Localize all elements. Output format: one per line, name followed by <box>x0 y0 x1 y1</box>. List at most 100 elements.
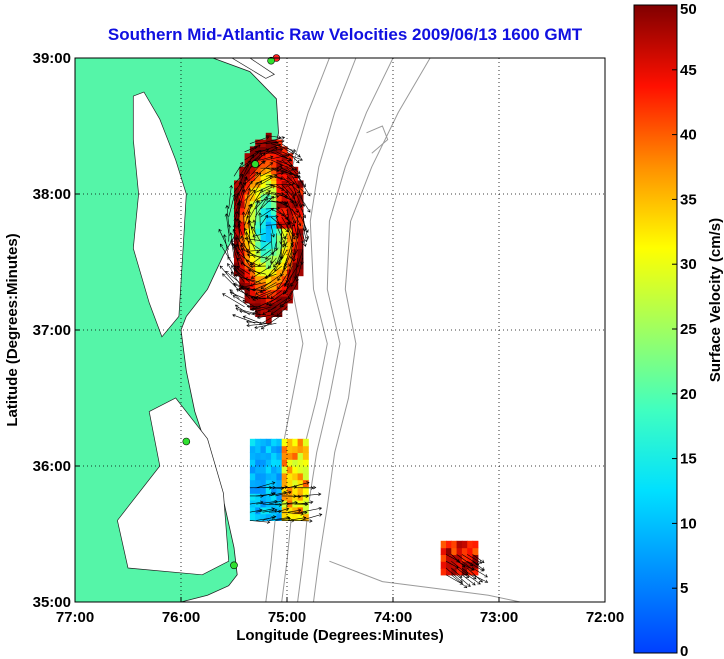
velocity-arrow <box>292 208 302 227</box>
velocity-arrow <box>451 567 463 578</box>
velocity-cell <box>255 146 262 154</box>
velocity-cell <box>249 153 256 161</box>
velocity-cell <box>239 248 246 256</box>
velocity-cell <box>292 262 299 270</box>
velocity-cell <box>244 180 251 188</box>
velocity-arrow <box>466 567 483 583</box>
velocity-cell <box>302 472 309 481</box>
velocity-cell <box>276 255 283 263</box>
velocity-cell <box>292 472 299 481</box>
y-tick-label: 39:00 <box>33 50 71 67</box>
velocity-cell <box>249 438 256 447</box>
velocity-cell <box>281 180 288 188</box>
velocity-arrow <box>288 481 310 489</box>
velocity-arrow <box>288 516 307 521</box>
velocity-arrow <box>281 216 296 240</box>
velocity-cell <box>249 248 256 256</box>
velocity-arrow <box>253 290 272 299</box>
velocity-cell <box>255 493 262 501</box>
velocity-cell <box>249 466 256 474</box>
velocity-arrow <box>236 202 241 226</box>
velocity-arrow <box>256 481 276 489</box>
velocity-cell <box>260 289 267 297</box>
velocity-cell <box>287 500 293 508</box>
y-axis-ticks: 35:00 36:00 37:00 38:00 39:00 <box>33 50 80 611</box>
velocity-arrow <box>472 560 485 571</box>
velocity-arrow <box>265 147 284 153</box>
velocity-cell <box>239 221 246 229</box>
velocity-cell <box>260 466 267 474</box>
velocity-arrow <box>218 228 229 250</box>
velocity-cell <box>255 452 262 460</box>
velocity-cell <box>292 459 299 467</box>
velocity-cell <box>265 296 272 304</box>
velocity-cell <box>244 296 251 304</box>
velocity-cell <box>260 146 267 154</box>
colorbar-tick-label: 40 <box>680 127 697 144</box>
velocity-cell <box>297 180 304 188</box>
velocity-cell <box>260 194 267 202</box>
velocity-arrow <box>258 212 262 234</box>
velocity-arrow <box>265 206 281 211</box>
velocity-arrow <box>286 159 297 171</box>
x-tick-label: 74:00 <box>374 609 412 626</box>
x-tick-label: 75:00 <box>268 609 306 626</box>
velocity-cell <box>234 214 240 222</box>
velocity-cell <box>292 506 299 515</box>
velocity-cell <box>461 540 468 549</box>
velocity-cell <box>276 268 283 277</box>
velocity-cell <box>265 200 272 209</box>
velocity-cell <box>244 214 251 222</box>
velocity-cell <box>287 445 293 453</box>
velocity-cell <box>255 472 262 481</box>
velocity-cell <box>302 493 309 501</box>
velocity-arrow <box>256 314 272 320</box>
velocity-cell <box>456 554 463 562</box>
velocity-arrow <box>262 515 277 521</box>
velocity-arrow <box>262 508 278 513</box>
velocity-cell <box>302 486 309 494</box>
velocity-arrow <box>300 500 314 505</box>
velocity-cell <box>260 221 267 229</box>
velocity-arrow <box>249 180 262 201</box>
velocity-cell <box>265 132 272 141</box>
velocity-cell <box>281 513 288 521</box>
velocity-cell <box>287 493 293 501</box>
velocity-arrow <box>239 160 252 169</box>
velocity-arrow <box>241 211 246 234</box>
velocity-arrow <box>248 219 256 242</box>
velocity-cell <box>271 153 277 161</box>
velocity-arrow <box>467 560 485 572</box>
velocity-arrow <box>246 322 272 328</box>
velocity-arrow <box>244 171 259 185</box>
velocity-arrow <box>254 193 270 210</box>
velocity-cell <box>265 173 272 181</box>
velocity-cell <box>239 180 246 188</box>
velocity-cell <box>287 207 293 215</box>
velocity-cell <box>234 200 240 209</box>
velocity-cell <box>255 214 262 222</box>
y-tick-label: 37:00 <box>33 322 71 339</box>
velocity-cell <box>234 262 240 270</box>
velocity-cell <box>302 452 309 460</box>
velocity-cell <box>440 540 447 549</box>
velocity-cell <box>281 228 288 236</box>
velocity-arrow <box>249 150 262 161</box>
velocity-cell <box>271 187 277 195</box>
velocity-arrow <box>292 192 298 207</box>
velocity-cell <box>276 139 283 147</box>
velocity-cell <box>281 160 288 168</box>
velocity-cell <box>249 493 256 501</box>
velocity-cell <box>281 248 288 256</box>
velocity-cell <box>276 479 283 487</box>
bathymetry-contour <box>281 58 357 602</box>
velocity-arrow <box>300 506 323 513</box>
velocity-cell <box>255 479 262 487</box>
velocity-cell <box>249 234 256 243</box>
velocity-arrow <box>276 306 288 317</box>
velocity-cell <box>287 472 293 481</box>
velocity-cell <box>287 241 293 249</box>
velocity-arrow <box>244 203 252 218</box>
velocity-cell <box>255 466 262 474</box>
x-tick-label: 72:00 <box>586 609 624 626</box>
